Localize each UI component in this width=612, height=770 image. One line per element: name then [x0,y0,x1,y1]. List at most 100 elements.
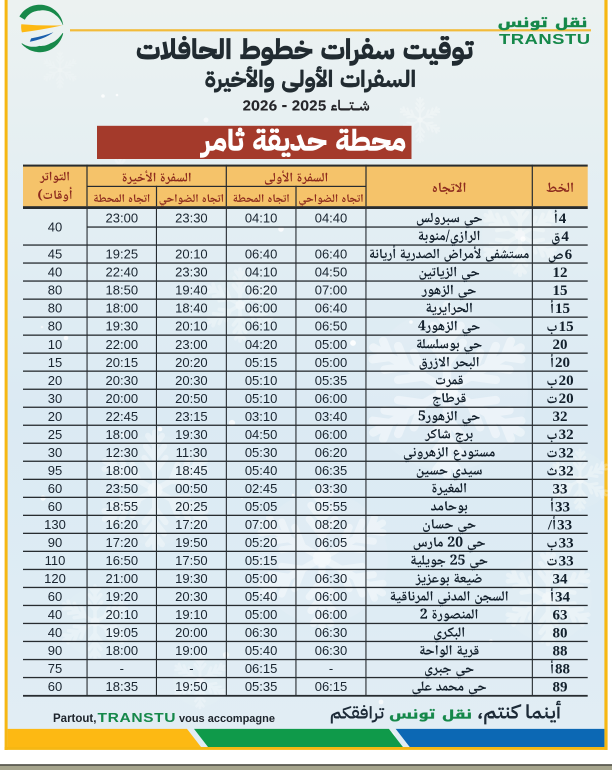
svg-text:23:00: 23:00 [175,337,208,352]
svg-text:06:00: 06:00 [315,391,348,406]
svg-text:06:00: 06:00 [315,589,348,604]
svg-text:03:30: 03:30 [315,481,348,496]
svg-text:03:40: 03:40 [315,409,348,424]
svg-text:-: - [120,661,124,676]
svg-text:20:30: 20:30 [175,373,208,388]
svg-text:05:35: 05:35 [315,373,348,388]
svg-text:vous accompagne: vous accompagne [179,713,275,725]
svg-text:Partout,: Partout, [53,713,96,725]
svg-text:04:50: 04:50 [245,427,278,442]
svg-text:06:40: 06:40 [315,247,348,262]
svg-text:19:10: 19:10 [175,607,208,622]
svg-text:88: 88 [553,644,568,660]
svg-text:05:10: 05:10 [245,391,278,406]
svg-text:20:30: 20:30 [175,589,208,604]
svg-text:06:50: 06:50 [315,319,348,334]
svg-text:18:00: 18:00 [106,301,139,316]
svg-text:60: 60 [48,481,62,496]
svg-text:06:00: 06:00 [245,301,278,316]
svg-text:23:50: 23:50 [106,481,139,496]
svg-text:19:30: 19:30 [175,571,208,586]
svg-text:19:50: 19:50 [175,535,208,550]
svg-text:18:00: 18:00 [106,463,139,478]
svg-text:18:50: 18:50 [106,283,139,298]
svg-text:05:00: 05:00 [315,355,348,370]
svg-text:05:35: 05:35 [245,679,278,694]
svg-text:18:35: 18:35 [106,679,139,694]
svg-text:06:15: 06:15 [245,661,278,676]
svg-text:18:45: 18:45 [175,463,208,478]
svg-text:05:00: 05:00 [315,337,348,352]
svg-text:80: 80 [48,283,62,298]
svg-text:18:00: 18:00 [106,643,139,658]
svg-text:40: 40 [48,607,62,622]
svg-text:88: 88 [555,662,570,678]
svg-text:05:20: 05:20 [245,535,278,550]
svg-text:03:10: 03:10 [245,409,278,424]
svg-text:05:55: 05:55 [315,499,348,514]
svg-text:TRANSTU: TRANSTU [499,30,591,47]
svg-text:05:10: 05:10 [245,373,278,388]
svg-text:-: - [189,661,193,676]
svg-text:16:20: 16:20 [106,517,139,532]
svg-text:33: 33 [555,499,570,515]
svg-text:17:50: 17:50 [175,553,208,568]
svg-text:06:20: 06:20 [245,283,278,298]
svg-text:06:10: 06:10 [245,319,278,334]
svg-text:80: 80 [48,319,62,334]
svg-text:05:30: 05:30 [245,445,278,460]
svg-text:15: 15 [555,301,570,317]
svg-text:60: 60 [48,589,62,604]
svg-text:63: 63 [553,607,568,623]
svg-text:89: 89 [553,680,568,696]
svg-text:20:20: 20:20 [175,355,208,370]
svg-text:22:40: 22:40 [106,265,139,280]
svg-text:20:10: 20:10 [106,607,139,622]
svg-text:33: 33 [559,553,574,569]
svg-text:95: 95 [48,463,62,478]
svg-text:32: 32 [559,427,574,443]
svg-text:32: 32 [553,409,568,425]
svg-text:-: - [329,661,333,676]
svg-text:20: 20 [48,373,62,388]
svg-text:40: 40 [48,625,62,640]
svg-text:30: 30 [48,445,62,460]
svg-text:130: 130 [44,517,66,532]
svg-text:07:00: 07:00 [315,283,348,298]
svg-text:20:10: 20:10 [175,247,208,262]
svg-text:05:40: 05:40 [245,589,278,604]
svg-text:33: 33 [553,481,568,497]
svg-text:16:50: 16:50 [106,553,139,568]
svg-text:34: 34 [555,589,571,605]
svg-text:06:00: 06:00 [315,607,348,622]
svg-text:18:55: 18:55 [106,499,139,514]
svg-text:32: 32 [559,463,574,479]
svg-text:06:05: 06:05 [315,535,348,550]
svg-text:32: 32 [559,445,574,461]
svg-text:110: 110 [45,553,66,568]
svg-text:18:00: 18:00 [106,427,139,442]
svg-text:20: 20 [553,337,568,353]
svg-text:06:20: 06:20 [315,445,348,460]
svg-text:40: 40 [48,220,62,235]
svg-text:19:50: 19:50 [175,679,208,694]
svg-text:06:30: 06:30 [315,643,348,658]
svg-text:15: 15 [559,319,574,335]
svg-text:20:30: 20:30 [106,373,139,388]
svg-text:TRANSTU: TRANSTU [98,711,177,725]
svg-text:19:40: 19:40 [175,283,208,298]
svg-text:90: 90 [48,535,62,550]
svg-text:20:00: 20:00 [175,625,208,640]
svg-text:19:25: 19:25 [106,247,139,262]
svg-text:12: 12 [553,265,568,281]
svg-text:30: 30 [48,391,62,406]
svg-text:05:40: 05:40 [245,643,278,658]
svg-text:/: / [547,517,553,533]
svg-text:33: 33 [559,535,574,551]
svg-text:20:15: 20:15 [106,355,139,370]
svg-text:120: 120 [44,571,66,586]
svg-text:20: 20 [48,409,62,424]
svg-text:21:00: 21:00 [106,571,139,586]
svg-text:80: 80 [553,626,568,642]
svg-text:06:30: 06:30 [315,625,348,640]
